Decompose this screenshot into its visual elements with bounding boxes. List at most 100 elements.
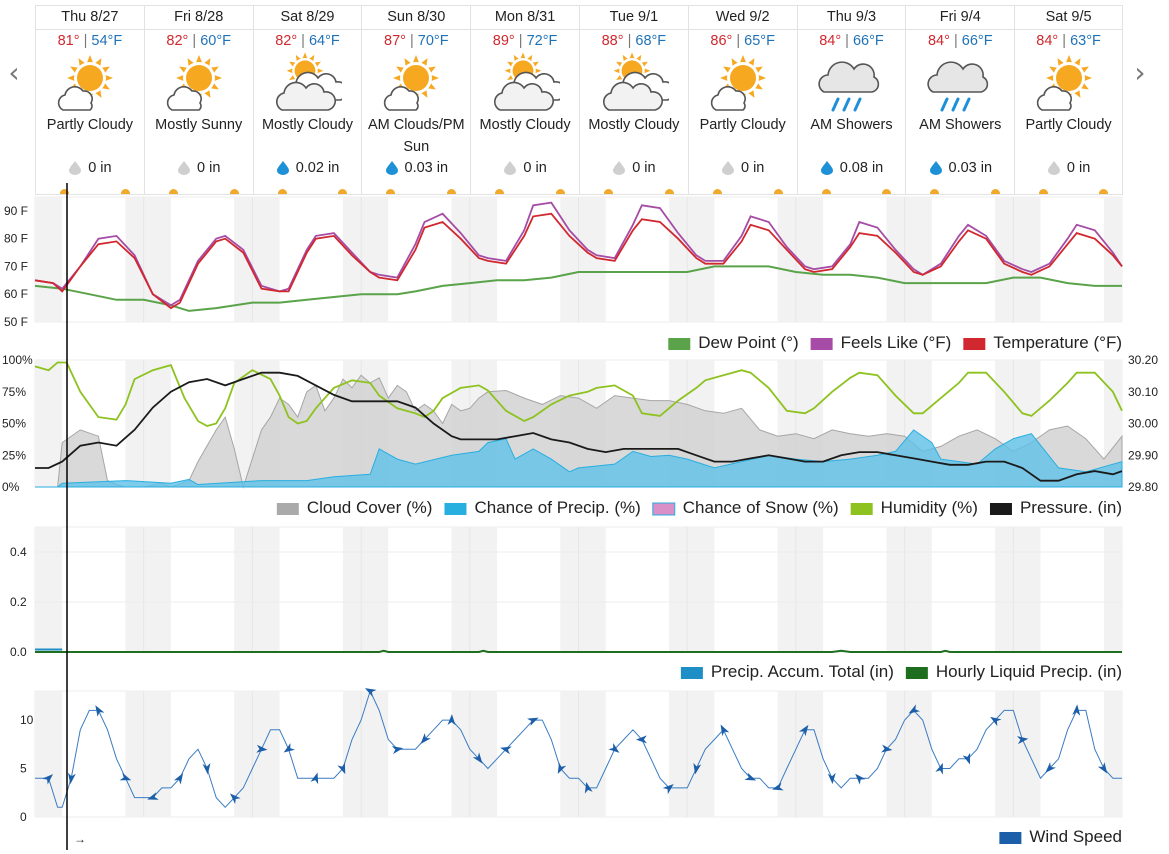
- low-temp: 68°F: [635, 33, 667, 49]
- temp-separator: |: [627, 33, 632, 49]
- high-temp: 82°: [275, 33, 298, 49]
- low-temp: 72°F: [526, 33, 558, 49]
- condition-text: AM Clouds/PM Sun: [367, 117, 465, 155]
- sunset-icon: [555, 189, 565, 194]
- series-line-temperature: [34, 212, 1123, 310]
- day-temps: 84° | 66°F: [798, 33, 906, 51]
- high-temp: 84°: [1036, 33, 1059, 49]
- y-tick-label: 50%: [2, 417, 26, 431]
- temp-separator: |: [518, 33, 523, 49]
- plot-area: [34, 526, 1123, 653]
- sun-indicator-row: [362, 186, 470, 194]
- night-band: [669, 527, 688, 652]
- high-temp: 82°: [166, 33, 189, 49]
- sun-indicator-row: [906, 186, 1014, 194]
- wind-direction-arrow: [772, 782, 784, 791]
- plot-area: [34, 196, 1123, 323]
- cloud-cover-area: [35, 374, 1123, 489]
- night-band: [777, 691, 796, 817]
- day-column[interactable]: Sat 8/29 82° | 64°F Mostly Cloudy 0.02 in: [252, 5, 362, 195]
- day-column[interactable]: Sun 8/30 87° | 70°F AM Clouds/PM Sun 0.03 i…: [361, 5, 471, 195]
- pressure-line: [35, 371, 1123, 482]
- day-column[interactable]: Wed 9/2 86° | 65°F Partly Cloudy 0 in: [687, 5, 797, 195]
- high-temp: 87°: [384, 33, 406, 49]
- wind-direction-arrow: [310, 772, 319, 785]
- precip-amount: 0 in: [689, 160, 797, 176]
- wind-direction-arrow: [500, 746, 512, 755]
- night-band: [995, 197, 1014, 322]
- night-band: [342, 527, 389, 652]
- day-temps: 87° | 70°F: [362, 33, 470, 51]
- day-temps: 81° | 54°F: [36, 33, 144, 51]
- precip-amount: 0 in: [1015, 160, 1122, 176]
- day-column[interactable]: Thu 8/27 81° | 54°F Partly Cloudy 0 in: [35, 5, 144, 195]
- sunrise-icon: [60, 189, 69, 194]
- wind-direction-arrow: [693, 762, 702, 775]
- sunset-icon: [338, 189, 348, 194]
- night-band: [1103, 360, 1122, 487]
- showers-icon: [927, 61, 989, 112]
- high-temp: 84°: [927, 33, 950, 49]
- series-line-feels: [34, 201, 1123, 307]
- sunrise-icon: [712, 189, 722, 194]
- night-band: [125, 527, 144, 652]
- wind-direction-arrow: [173, 773, 184, 785]
- legend-label: Pressure. (in): [1020, 498, 1122, 517]
- high-temp: 81°: [57, 33, 80, 49]
- y2-tick-label: 29.80: [1128, 480, 1158, 494]
- wind-direction-arrow: [337, 762, 346, 775]
- day-column[interactable]: Thu 9/3 84° | 66°F AM Showers 0.08 in: [796, 5, 906, 195]
- legend-swatch: [276, 503, 299, 515]
- wind-direction-arrow: [962, 752, 971, 765]
- legend-label: Cloud Cover (%): [307, 498, 433, 517]
- chevron-left-icon[interactable]: ‹: [8, 56, 20, 89]
- chevron-right-icon[interactable]: ›: [1134, 56, 1146, 89]
- sunset-icon: [447, 189, 457, 194]
- precip-amount: 0.02 in: [254, 160, 362, 176]
- precip-value: 0 in: [632, 160, 656, 176]
- legend-label: Dew Point (°): [698, 333, 798, 352]
- night-band: [125, 691, 144, 817]
- night-band: [451, 360, 497, 487]
- y-tick-label: 5: [20, 762, 27, 776]
- legend-label: Wind Speed: [1029, 827, 1122, 846]
- night-band: [669, 691, 715, 817]
- legend-label: Feels Like (°F): [841, 333, 952, 352]
- night-band: [35, 197, 63, 322]
- precip-amount: 0.03 in: [906, 160, 1014, 176]
- wind-direction-arrow: [420, 733, 431, 745]
- night-band: [777, 360, 796, 487]
- raindrop-icon: [69, 161, 82, 175]
- night-band: [886, 197, 905, 322]
- raindrop-icon: [178, 161, 190, 175]
- precip-amount: 0 in: [580, 160, 688, 176]
- day-column[interactable]: Fri 9/4 84° | 66°F AM Showers 0.03 in: [905, 5, 1015, 195]
- sunset-icon: [1098, 189, 1108, 194]
- legend-swatch: [810, 338, 833, 350]
- night-band: [995, 197, 1041, 322]
- night-band: [886, 527, 905, 652]
- wind-speed-line: [35, 689, 1122, 809]
- raindrop-icon: [929, 161, 942, 175]
- day-name: Thu 9/3: [797, 6, 906, 30]
- raindrop-icon: [504, 161, 517, 175]
- condition-text: Partly Cloudy: [1025, 117, 1112, 133]
- day-name: Fri 8/28: [144, 6, 253, 30]
- wind-direction-arrow: [526, 717, 539, 726]
- day-column[interactable]: Fri 8/28 82° | 60°F Mostly Sunny 0 in: [143, 5, 253, 195]
- day-column[interactable]: Tue 9/1 88° | 68°F Mostly Cloudy 0 in: [578, 5, 688, 195]
- night-band: [669, 197, 688, 322]
- legend-swatch: [444, 503, 467, 515]
- wind-direction-arrow: [447, 714, 456, 726]
- precip-value: 0.03 in: [404, 160, 449, 176]
- precip-value: 0.02 in: [295, 160, 340, 176]
- wind-direction-arrow: [744, 772, 757, 781]
- wind-direction-arrow: [880, 744, 893, 753]
- high-temp: 89°: [492, 33, 515, 49]
- day-column[interactable]: Sat 9/5 84° | 63°F Partly Cloudy 0 in: [1014, 5, 1123, 195]
- wind-direction-arrow: [67, 772, 76, 785]
- day-column[interactable]: Mon 8/31 89° | 72°F Mostly Cloudy 0 in: [470, 5, 579, 195]
- day-name: Wed 9/2: [688, 6, 797, 30]
- night-band: [125, 527, 171, 652]
- precip-amount: 0 in: [36, 160, 144, 176]
